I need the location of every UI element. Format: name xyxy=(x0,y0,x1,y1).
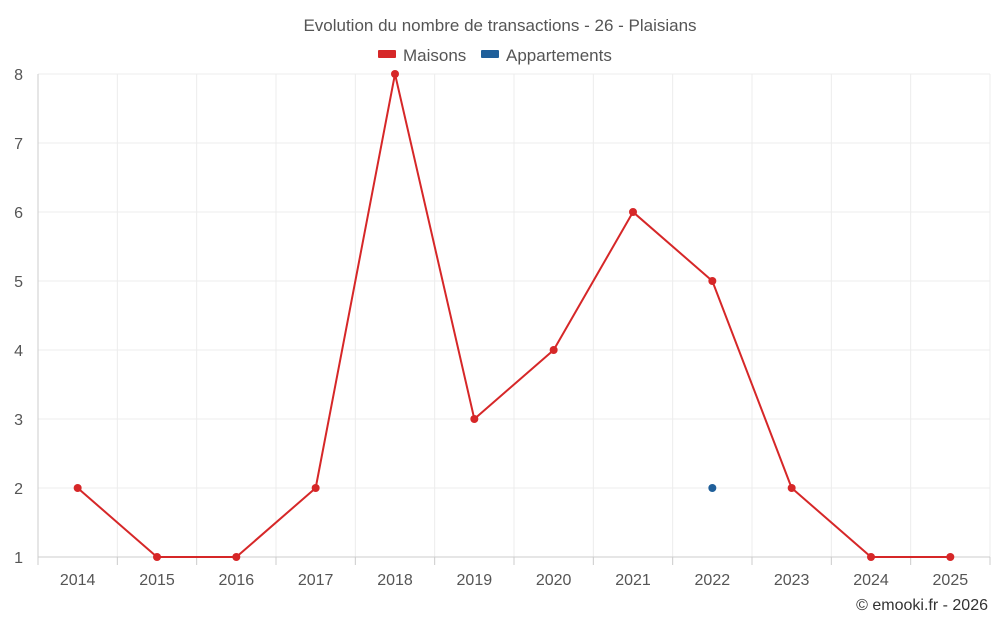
legend-swatch-appartements xyxy=(481,50,499,58)
x-tick-label: 2025 xyxy=(933,572,969,589)
legend-item-maisons[interactable]: Maisons xyxy=(378,46,466,65)
data-point-maisons[interactable] xyxy=(867,553,875,561)
y-tick-label: 7 xyxy=(14,136,23,153)
x-tick-label: 2014 xyxy=(60,572,96,589)
data-point-maisons[interactable] xyxy=(391,70,399,78)
x-tick-label: 2019 xyxy=(457,572,493,589)
x-tick-label: 2024 xyxy=(853,572,889,589)
legend-item-appartements[interactable]: Appartements xyxy=(481,46,612,65)
data-point-maisons[interactable] xyxy=(549,346,558,354)
data-point-maisons[interactable] xyxy=(787,484,796,492)
y-tick-label: 8 xyxy=(14,67,23,84)
series-line-maisons xyxy=(77,73,951,558)
y-tick-label: 5 xyxy=(14,274,23,291)
y-axis: 1 2 3 4 5 6 7 8 xyxy=(14,67,39,567)
y-tick-label: 4 xyxy=(14,343,23,360)
x-tick-label: 2021 xyxy=(615,572,651,589)
legend-label-maisons: Maisons xyxy=(403,46,466,65)
chart-title: Evolution du nombre de transactions - 26… xyxy=(303,16,696,35)
series xyxy=(73,70,955,561)
data-point-maisons[interactable] xyxy=(153,553,161,561)
data-point-maisons[interactable] xyxy=(946,553,955,561)
data-point-maisons[interactable] xyxy=(232,553,241,561)
x-tick-label: 2018 xyxy=(377,572,413,589)
y-tick-label: 3 xyxy=(14,412,23,429)
y-tick-label: 6 xyxy=(14,205,23,222)
data-point-maisons[interactable] xyxy=(470,415,479,423)
legend-swatch-maisons xyxy=(378,50,396,58)
data-point-maisons[interactable] xyxy=(73,484,82,492)
x-tick-label: 2015 xyxy=(139,572,175,589)
x-tick-label: 2017 xyxy=(298,572,334,589)
x-axis: 2014 2015 2016 2017 2018 2019 2020 2021 2022 2023… xyxy=(37,556,991,589)
legend: Maisons Appartements xyxy=(378,46,612,65)
x-tick-label: 2022 xyxy=(695,572,731,589)
y-tick-label: 2 xyxy=(14,481,23,498)
gridlines xyxy=(37,73,991,558)
x-tick-label: 2023 xyxy=(774,572,810,589)
y-tick-label: 1 xyxy=(14,550,23,567)
data-point-maisons[interactable] xyxy=(708,277,717,285)
x-tick-label: 2016 xyxy=(219,572,255,589)
data-point-maisons[interactable] xyxy=(311,484,320,492)
data-point-appartements[interactable] xyxy=(708,484,717,492)
x-tick-label: 2020 xyxy=(536,572,572,589)
credit-text: © emooki.fr - 2026 xyxy=(856,597,988,614)
legend-label-appartements: Appartements xyxy=(506,46,612,65)
data-point-maisons[interactable] xyxy=(629,208,637,216)
